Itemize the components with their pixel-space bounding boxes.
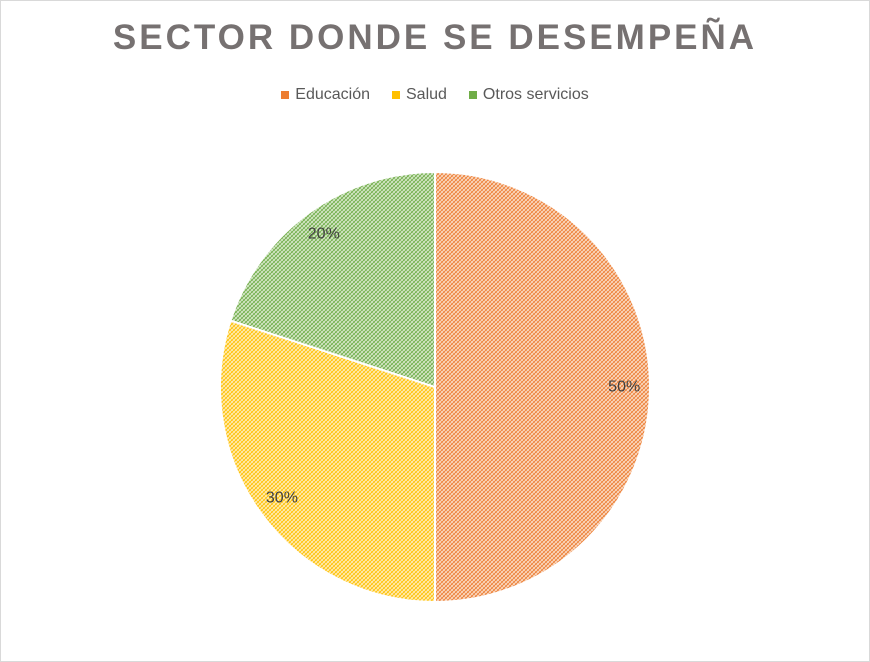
legend-swatch-salud bbox=[392, 91, 400, 99]
legend-label-educacion: Educación bbox=[295, 86, 370, 103]
legend-item-otros-servicios: Otros servicios bbox=[468, 86, 589, 104]
legend-item-educacion: Educación bbox=[281, 86, 370, 104]
legend-item-salud: Salud bbox=[392, 86, 447, 104]
legend-label-salud: Salud bbox=[406, 86, 447, 103]
data-label-educacion: 50% bbox=[608, 379, 640, 396]
legend-swatch-educacion bbox=[281, 91, 290, 99]
data-label-otros-servicios: 20% bbox=[308, 225, 340, 242]
pie-slice-salud bbox=[219, 319, 436, 604]
chart-legend: Educación Salud Otros servicios bbox=[0, 86, 870, 104]
chart-title: SECTOR DONDE SE DESEMPEÑA bbox=[112, 18, 758, 57]
legend-label-otros-servicios: Otros servicios bbox=[482, 86, 589, 103]
legend-swatch-otros-servicios bbox=[468, 91, 477, 99]
pie-slice-educacion bbox=[434, 170, 651, 604]
data-label-salud: 30% bbox=[266, 490, 298, 507]
pie-slice-otros-servicios bbox=[229, 170, 436, 389]
